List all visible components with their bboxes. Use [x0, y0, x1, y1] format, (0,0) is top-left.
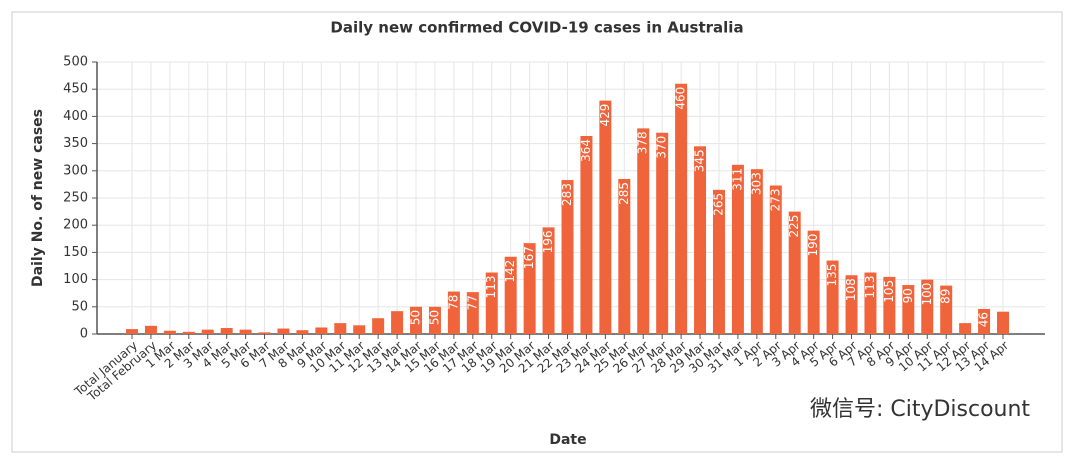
value-label: 311: [730, 168, 744, 191]
bar: [883, 276, 896, 334]
bar: [447, 291, 460, 334]
value-label: 265: [711, 193, 725, 216]
value-label: 50: [409, 310, 423, 325]
bar: [239, 329, 252, 334]
value-label: 77: [465, 295, 479, 310]
value-label: 135: [825, 264, 839, 287]
value-label: 142: [503, 260, 517, 283]
value-label: 90: [901, 288, 915, 303]
bar: [182, 331, 195, 334]
value-label: 196: [541, 230, 555, 253]
bar: [921, 279, 934, 334]
value-label: 429: [598, 104, 612, 127]
bar: [466, 292, 479, 334]
value-label: 460: [674, 87, 688, 110]
bar: [296, 330, 309, 334]
bar: [750, 169, 763, 334]
bar: [580, 135, 593, 334]
bar: [959, 323, 972, 334]
y-tick-label: 200: [63, 218, 88, 233]
y-tick-label: 450: [63, 82, 88, 97]
value-label: 303: [749, 172, 763, 195]
bar: [637, 128, 650, 334]
value-label: 50: [427, 310, 441, 325]
y-tick-label: 250: [63, 191, 88, 206]
bar: [353, 325, 366, 334]
bar: [163, 330, 176, 334]
bar: [656, 132, 669, 334]
y-tick-label: 100: [63, 272, 88, 287]
value-label: 100: [920, 283, 934, 306]
y-tick-label: 150: [63, 245, 88, 260]
bar: [372, 318, 385, 334]
bar: [126, 329, 138, 334]
bar: [769, 185, 782, 334]
value-label: 345: [693, 149, 707, 172]
chart-title: Daily new confirmed COVID-19 cases in Au…: [330, 19, 743, 37]
frame: [11, 11, 1063, 453]
value-label: 89: [939, 289, 953, 304]
bar: [410, 306, 423, 334]
bar: [864, 272, 877, 334]
bar: [807, 230, 820, 334]
watermark: 微信号: CityDiscount: [810, 397, 1030, 422]
value-label: 273: [768, 188, 782, 211]
value-label: 370: [655, 136, 669, 159]
bar: [201, 329, 214, 334]
bar: [712, 189, 725, 334]
bar: [675, 83, 688, 334]
y-tick-label: 300: [63, 163, 88, 178]
bar: [258, 332, 271, 334]
bar: [845, 275, 858, 334]
y-tick-label: 50: [71, 299, 88, 314]
y-tick-label: 400: [63, 109, 88, 124]
bar: [277, 328, 290, 334]
bar: [731, 164, 744, 334]
value-label: 78: [446, 295, 460, 310]
value-label: 285: [617, 182, 631, 205]
y-tick-label: 350: [63, 136, 88, 151]
x-axis-label: Date: [549, 432, 586, 448]
bar: [561, 180, 574, 334]
bar: [220, 328, 233, 334]
value-label: 108: [844, 278, 858, 301]
value-label: 283: [560, 183, 574, 206]
bar: [144, 325, 157, 334]
bar: [694, 146, 707, 334]
bar: [997, 311, 1009, 334]
value-label: 46: [977, 312, 991, 327]
bar: [902, 285, 915, 334]
y-tick-label: 500: [63, 55, 88, 70]
value-label: 105: [882, 280, 896, 303]
value-label: 364: [579, 139, 593, 162]
value-label: 113: [863, 276, 877, 299]
bar: [504, 256, 517, 334]
bar: [334, 323, 347, 334]
value-label: 225: [787, 215, 801, 238]
bar: [315, 327, 328, 334]
bar: [542, 227, 555, 334]
value-label: 167: [522, 246, 536, 269]
bar: [485, 272, 498, 334]
bar: [788, 211, 801, 334]
bar: [940, 285, 953, 334]
value-label: 113: [484, 276, 498, 299]
bar: [428, 306, 441, 334]
value-label: 378: [636, 131, 650, 154]
value-label: 190: [806, 234, 820, 257]
bar: [618, 178, 631, 334]
bar: [391, 311, 404, 334]
bar: [978, 308, 991, 334]
y-axis-label: Daily No. of new cases: [30, 109, 46, 287]
bar: [826, 260, 839, 334]
bar: [599, 100, 612, 335]
bar: [523, 243, 536, 334]
y-tick-label: 0: [80, 327, 88, 342]
